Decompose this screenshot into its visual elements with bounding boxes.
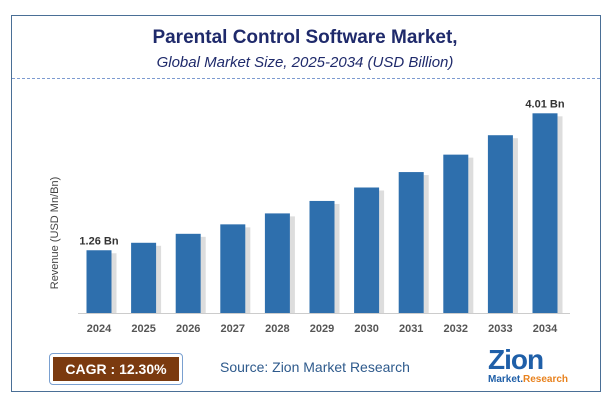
chart-title: Parental Control Software Market,	[152, 27, 458, 48]
x-tick-label: 2027	[221, 323, 245, 335]
bar-shadow	[379, 190, 385, 313]
x-tick-label: 2029	[310, 323, 334, 335]
zion-logo: Zion Market.Research	[488, 346, 568, 388]
x-tick-label: 2024	[87, 323, 112, 335]
x-tick-label: 2030	[354, 323, 378, 335]
source-text: Source: Zion Market Research	[220, 359, 410, 375]
divider	[12, 78, 600, 79]
chart-frame	[11, 15, 601, 392]
x-tick-label: 2033	[488, 323, 512, 335]
bar-shadow	[289, 216, 295, 313]
bar-2027	[220, 224, 246, 313]
bar-2024	[86, 250, 112, 313]
bar-2032	[443, 154, 469, 313]
bar-shadow	[557, 116, 563, 313]
x-tick-label: 2032	[444, 323, 468, 335]
y-axis-label: Revenue (USD Mn/Bn)	[49, 177, 61, 290]
bar-2031	[398, 172, 424, 313]
cagr-text: CAGR : 12.30%	[53, 357, 179, 381]
bar-shadow	[111, 253, 117, 313]
data-label: 1.26 Bn	[79, 235, 118, 247]
bar-2025	[131, 242, 157, 313]
bar-shadow	[468, 157, 474, 313]
cagr-badge: CAGR : 12.30%	[49, 353, 183, 385]
chart-subtitle: Global Market Size, 2025-2034 (USD Billi…	[156, 54, 454, 71]
bar-2029	[309, 200, 335, 313]
bar-2028	[264, 213, 290, 313]
bar-shadow	[334, 203, 340, 313]
x-tick-label: 2026	[176, 323, 200, 335]
logo-research-text: Research	[523, 374, 569, 385]
bar-shadow	[156, 245, 162, 313]
x-tick-label: 2025	[131, 323, 155, 335]
data-label: 4.01 Bn	[525, 98, 564, 110]
x-tick-label: 2034	[533, 323, 558, 335]
bar-shadow	[512, 138, 518, 313]
bar-shadow	[200, 236, 206, 313]
bar-shadow	[245, 227, 251, 313]
logo-zion-text: Zion	[488, 344, 544, 375]
logo-market-text: Market.	[488, 374, 524, 385]
bar-shadow	[423, 175, 429, 313]
x-tick-label: 2028	[265, 323, 289, 335]
bar-2033	[487, 135, 513, 313]
x-tick-label: 2031	[399, 323, 423, 335]
bar-2030	[354, 187, 380, 313]
bar-2034	[532, 113, 558, 313]
bar-2026	[175, 233, 201, 313]
